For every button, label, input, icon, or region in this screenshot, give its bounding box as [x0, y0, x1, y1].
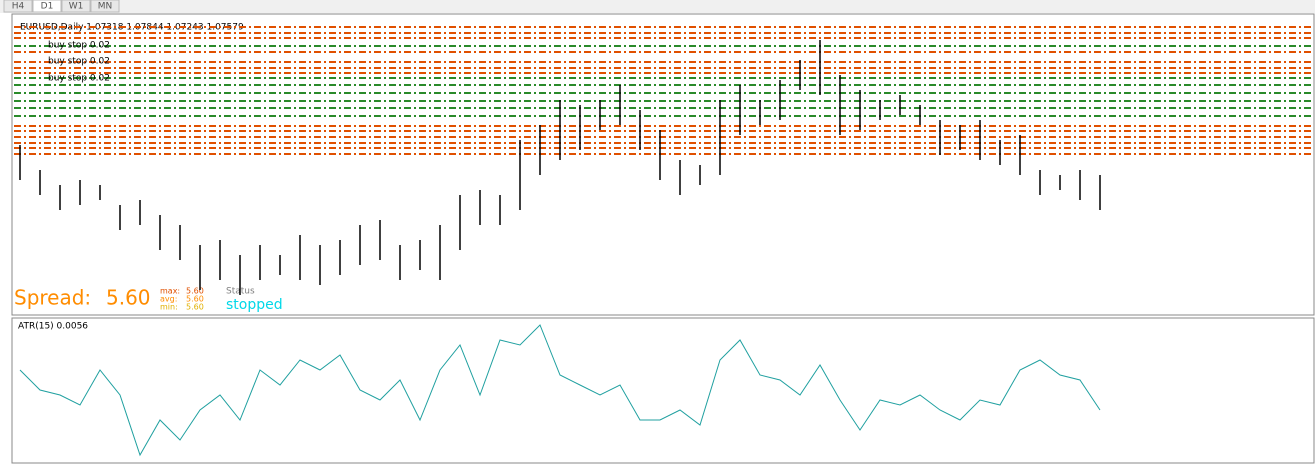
stat-label: min:	[160, 303, 178, 312]
order-label: buy stop 0.02	[48, 41, 110, 51]
tab-label[interactable]: D1	[41, 2, 54, 12]
stat-value: 5.60	[186, 303, 204, 312]
atr-panel	[11, 317, 1315, 464]
status-value: stopped	[226, 297, 283, 313]
stat-value: 5.60	[186, 287, 204, 296]
tab-label[interactable]: H4	[12, 2, 25, 12]
tab[interactable]	[90, 0, 120, 13]
atr-title: ATR(15) 0.0056	[18, 322, 88, 332]
stat-value: 5.60	[186, 295, 204, 304]
order-label: buy stop 0.02	[48, 57, 110, 67]
chart-header: EURUSD,Daily 1.07318 1.07844 1.07243 1.0…	[20, 23, 244, 33]
price-panel	[11, 13, 1315, 316]
tab[interactable]	[61, 0, 91, 13]
tab-bar	[0, 0, 1315, 13]
spread-value: 5.60	[106, 286, 151, 310]
stat-label: max:	[160, 287, 180, 296]
tab-label[interactable]: MN	[98, 2, 113, 12]
stat-label: avg:	[160, 295, 177, 304]
order-label: buy stop 0.02	[48, 74, 110, 84]
tab[interactable]	[32, 0, 62, 13]
tab-label[interactable]: W1	[69, 2, 84, 12]
atr-line	[19, 324, 1101, 457]
tab[interactable]	[3, 0, 33, 13]
spread-label: Spread:	[14, 286, 91, 310]
